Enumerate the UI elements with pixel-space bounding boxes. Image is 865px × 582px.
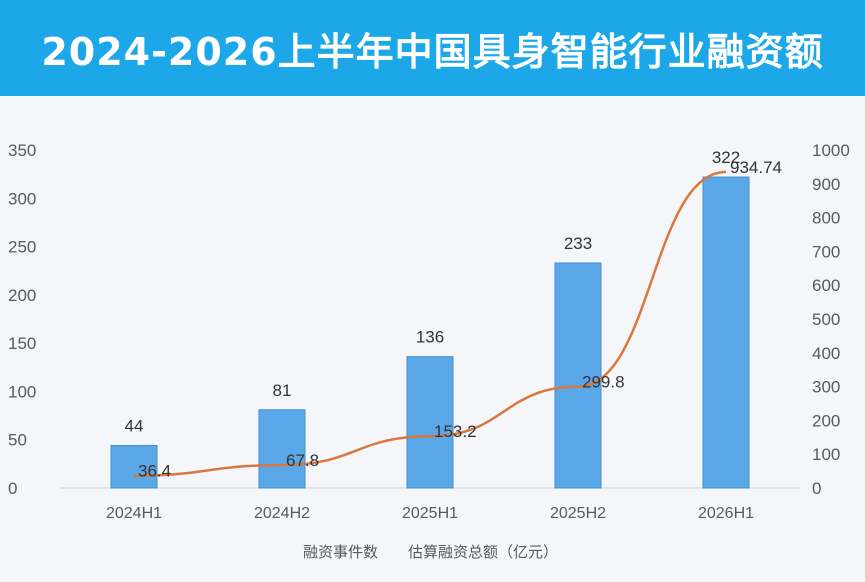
left-axis-tick-3: 150 (8, 334, 36, 353)
left-axis-tick-7: 350 (8, 141, 36, 160)
bar-label-2025H1: 136 (416, 328, 444, 347)
legend-item-line: 估算融资总额（亿元） (408, 543, 558, 561)
line-label-2025H2: 299.8 (582, 373, 625, 392)
bar-label-2025H2: 233 (564, 234, 592, 253)
bar-2026H1 (702, 176, 750, 489)
bar-label-2024H2: 81 (273, 381, 292, 400)
right-axis-tick-10: 1000 (812, 141, 850, 160)
line-label-2024H1: 36.4 (138, 462, 171, 481)
right-axis-tick-0: 0 (812, 479, 821, 498)
title-banner: 2024-2026上半年中国具身智能行业融资额 (0, 0, 865, 96)
left-axis-tick-4: 200 (8, 286, 36, 305)
bar-2024H1 (110, 445, 158, 489)
left-axis-tick-0: 0 (8, 479, 17, 498)
bar-2025H1 (406, 356, 454, 489)
legend-item-bar: 融资事件数 (303, 543, 378, 561)
right-axis-tick-7: 700 (812, 242, 840, 261)
left-axis-tick-5: 250 (8, 238, 36, 257)
data-labels: 44 81 136 233 322 36.4 67.8 153.2 299.8 934.74 (125, 148, 782, 481)
right-axis-tick-3: 300 (812, 378, 840, 397)
bar-label-2024H1: 44 (125, 417, 144, 436)
left-axis-tick-1: 50 (8, 431, 27, 450)
left-axis-tick-6: 300 (8, 189, 36, 208)
line-label-2026H1: 934.74 (730, 158, 782, 177)
bar-2024H2 (258, 409, 306, 489)
bar-series (110, 176, 750, 489)
line-series (133, 170, 727, 477)
x-tick-2024H1: 2024H1 (106, 505, 162, 522)
right-axis-tick-8: 800 (812, 209, 840, 228)
x-tick-2026H1: 2026H1 (698, 505, 754, 522)
right-axis-tick-5: 500 (812, 310, 840, 329)
bar-label-2026H1: 322 (712, 148, 740, 167)
left-y-axis: 0 50 100 150 200 250 300 350 (8, 141, 36, 498)
line-path (133, 170, 727, 477)
x-tick-2025H1: 2025H1 (402, 505, 458, 522)
right-axis-tick-9: 900 (812, 175, 840, 194)
right-axis-tick-6: 600 (812, 276, 840, 295)
right-axis-tick-1: 100 (812, 445, 840, 464)
right-axis-tick-2: 200 (812, 411, 840, 430)
line-label-2025H1: 153.2 (434, 422, 477, 441)
bar-2025H2 (554, 262, 602, 489)
x-tick-2025H2: 2025H2 (550, 505, 606, 522)
chart-title: 2024-2026上半年中国具身智能行业融资额 (41, 29, 824, 74)
right-y-axis: 0 100 200 300 400 500 600 700 800 900 1000 (812, 141, 850, 498)
left-axis-tick-2: 100 (8, 382, 36, 401)
x-tick-2024H2: 2024H2 (254, 505, 310, 522)
right-axis-tick-4: 400 (812, 344, 840, 363)
legend: 融资事件数 估算融资总额（亿元） (303, 543, 558, 561)
line-label-2024H2: 67.8 (286, 451, 319, 470)
x-axis: 2024H1 2024H2 2025H1 2025H2 2026H1 (106, 505, 754, 522)
